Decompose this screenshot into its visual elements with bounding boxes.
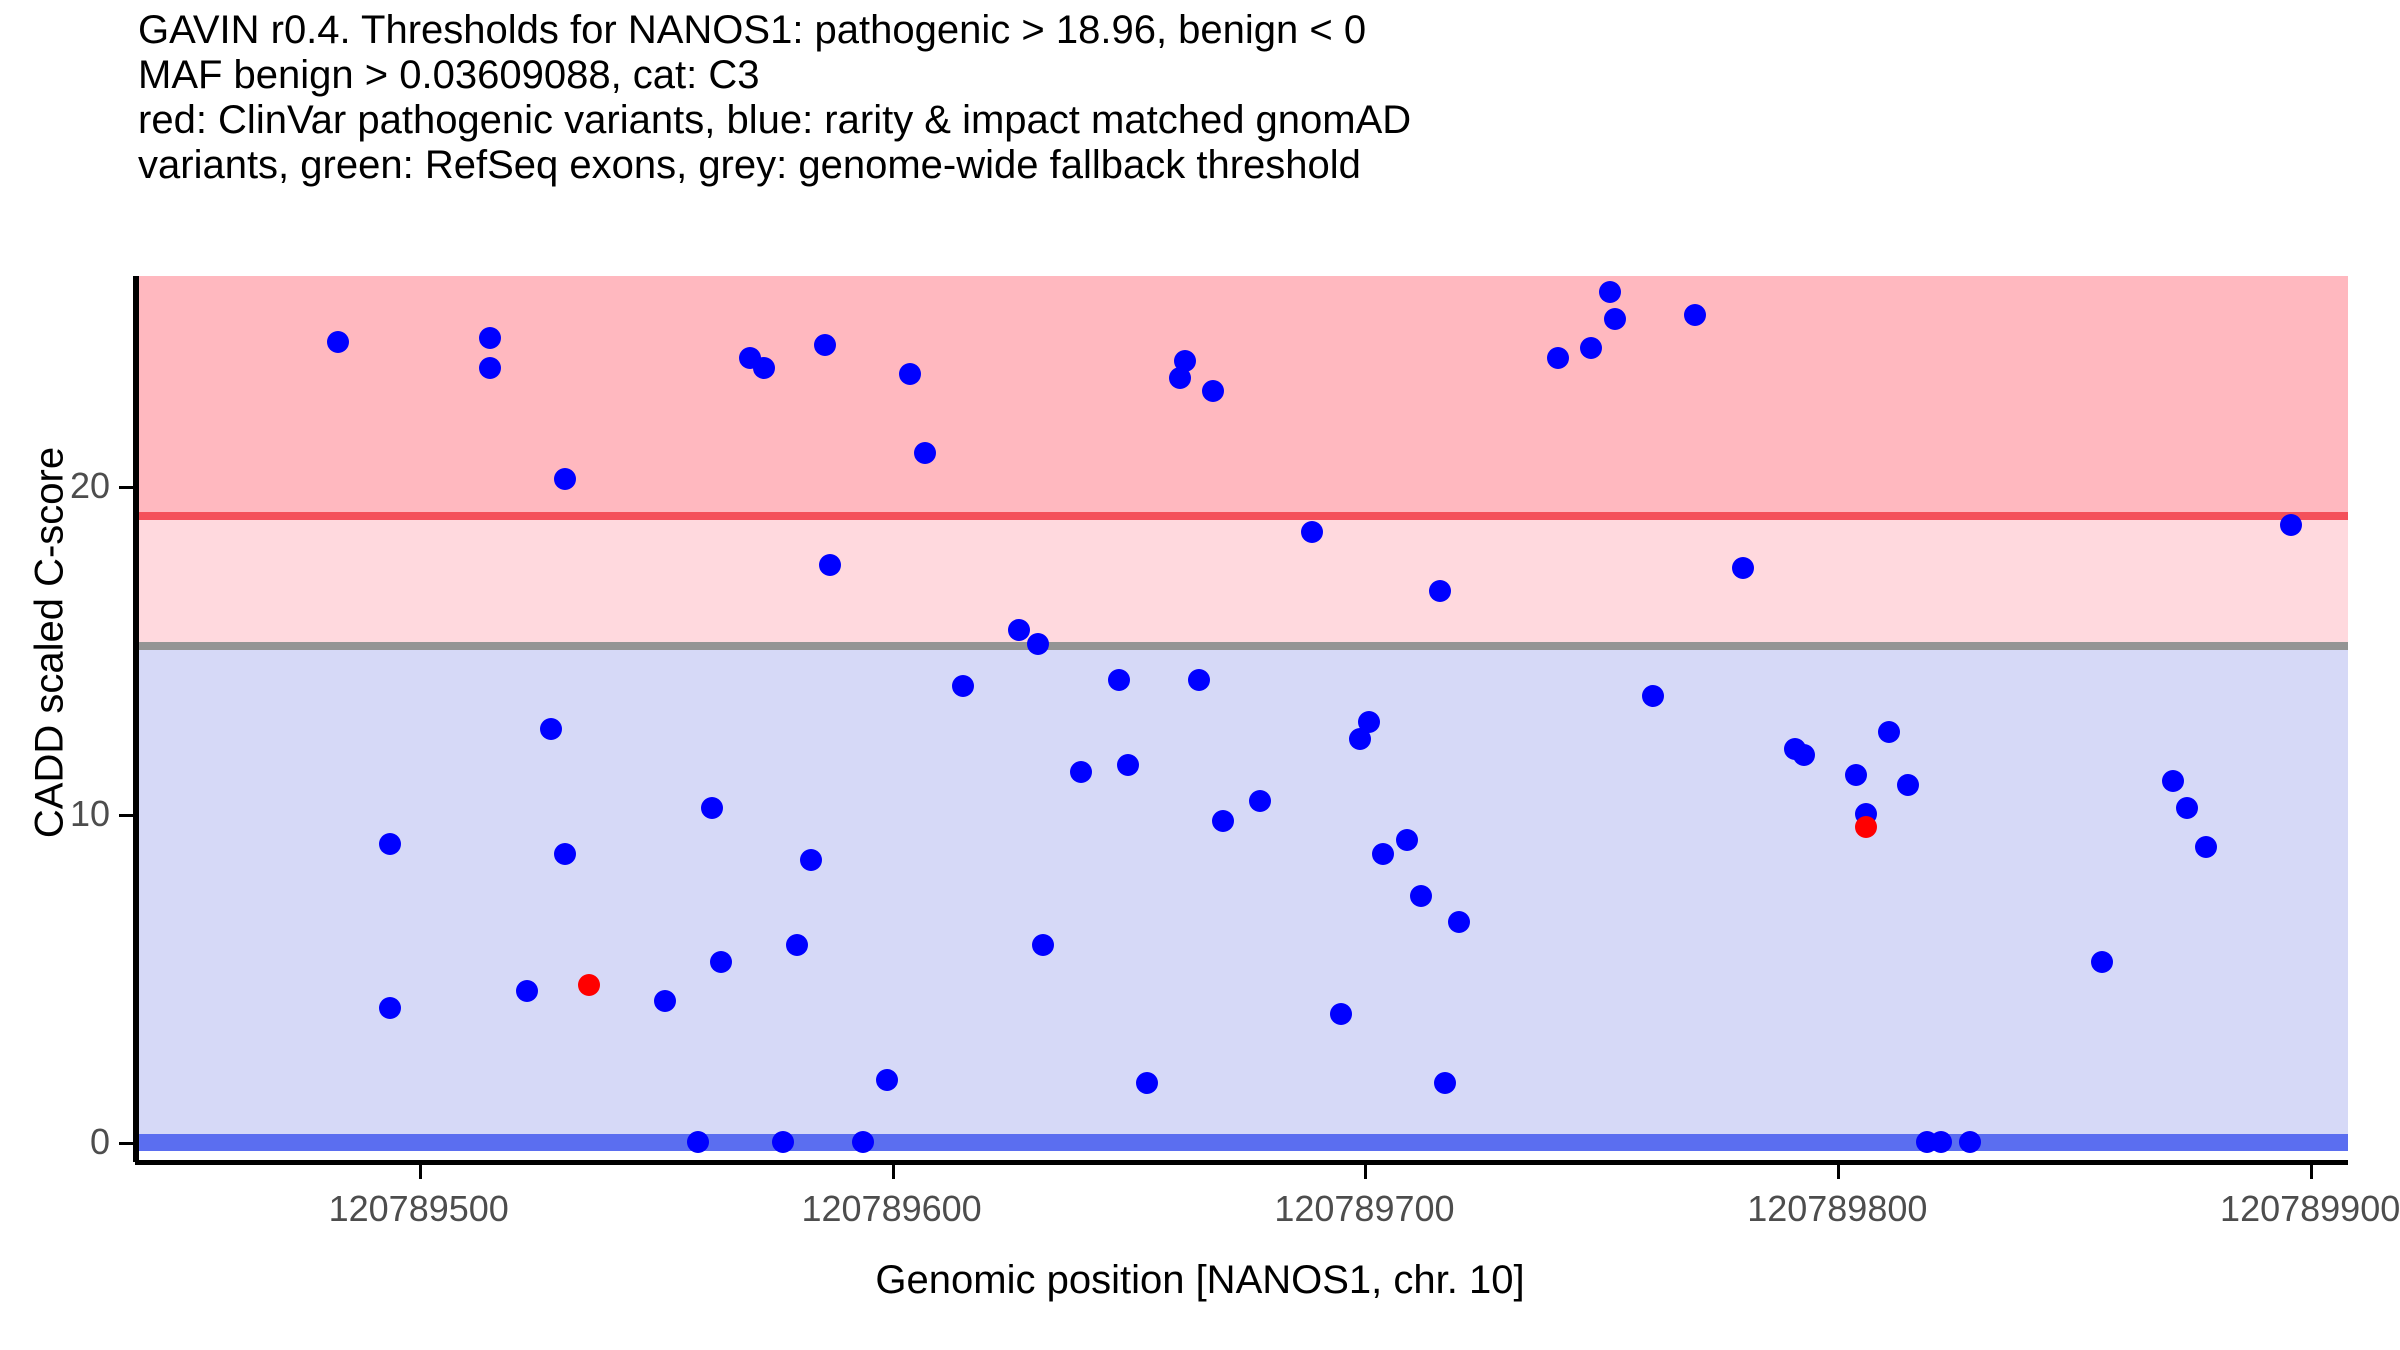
y-tick bbox=[119, 1142, 133, 1146]
data-point-gnomad bbox=[1107, 668, 1130, 691]
data-point-gnomad bbox=[1599, 281, 1622, 304]
y-tick-label: 10 bbox=[69, 793, 110, 835]
data-point-gnomad bbox=[700, 796, 723, 819]
x-tick bbox=[418, 1165, 422, 1179]
data-point-gnomad bbox=[653, 990, 676, 1013]
plot-title-line-3: red: ClinVar pathogenic variants, blue: … bbox=[138, 98, 1412, 142]
data-point-gnomad bbox=[379, 996, 402, 1019]
x-tick bbox=[1364, 1165, 1368, 1179]
data-point-gnomad bbox=[516, 980, 539, 1003]
x-tick-label: 120789900 bbox=[2220, 1188, 2400, 1229]
data-point-gnomad bbox=[1604, 307, 1627, 330]
data-point-gnomad bbox=[1031, 934, 1054, 957]
data-point-gnomad bbox=[1410, 885, 1433, 908]
benign-band bbox=[139, 650, 2348, 1143]
data-point-gnomad bbox=[771, 1131, 794, 1154]
plot-title: GAVIN r0.4. Thresholds for NANOS1: patho… bbox=[138, 8, 2338, 188]
x-tick-label: 120789500 bbox=[328, 1188, 509, 1229]
benign-threshold-line bbox=[139, 1134, 2348, 1152]
data-point-gnomad bbox=[1731, 557, 1754, 580]
data-point-gnomad bbox=[2176, 796, 2199, 819]
data-point-gnomad bbox=[2162, 770, 2185, 793]
data-point-gnomad bbox=[800, 849, 823, 872]
data-point-gnomad bbox=[852, 1131, 875, 1154]
data-point-gnomad bbox=[899, 363, 922, 386]
data-point-gnomad bbox=[554, 468, 577, 491]
data-point-gnomad bbox=[2280, 514, 2303, 537]
data-point-gnomad bbox=[710, 950, 733, 973]
data-point-gnomad bbox=[1348, 727, 1371, 750]
data-point-gnomad bbox=[1187, 668, 1210, 691]
data-point-gnomad bbox=[2091, 950, 2114, 973]
data-point-gnomad bbox=[1878, 721, 1901, 744]
data-point-gnomad bbox=[379, 832, 402, 855]
y-tick bbox=[119, 486, 133, 489]
vous-band bbox=[139, 520, 2348, 651]
data-point-clinvar bbox=[577, 973, 600, 996]
data-point-gnomad bbox=[686, 1131, 709, 1154]
data-point-gnomad bbox=[1396, 829, 1418, 852]
x-tick bbox=[1837, 1165, 1841, 1179]
x-tick-label: 120789700 bbox=[1274, 1188, 1455, 1229]
data-point-gnomad bbox=[1027, 632, 1050, 655]
data-point-gnomad bbox=[1211, 809, 1234, 832]
y-axis-title: CADD scaled C-score bbox=[27, 446, 72, 839]
data-point-gnomad bbox=[1429, 580, 1452, 603]
plot-title-line-4: variants, green: RefSeq exons, grey: gen… bbox=[138, 143, 1361, 187]
data-point-gnomad bbox=[913, 442, 936, 465]
data-point-gnomad bbox=[1173, 350, 1196, 373]
data-point-gnomad bbox=[478, 356, 501, 379]
plot-panel bbox=[135, 276, 2348, 1162]
data-point-gnomad bbox=[2195, 835, 2218, 858]
data-point-gnomad bbox=[1958, 1131, 1981, 1154]
plot-title-line-1: GAVIN r0.4. Thresholds for NANOS1: patho… bbox=[138, 8, 1367, 52]
panel-border bbox=[135, 276, 2348, 1162]
data-point-gnomad bbox=[814, 333, 837, 356]
data-point-gnomad bbox=[1135, 1072, 1158, 1095]
data-point-gnomad bbox=[540, 717, 563, 740]
data-point-gnomad bbox=[752, 356, 775, 379]
data-point-gnomad bbox=[1301, 520, 1324, 543]
data-point-gnomad bbox=[1372, 842, 1395, 865]
data-point-gnomad bbox=[1358, 711, 1381, 734]
data-point-gnomad bbox=[1069, 760, 1092, 783]
data-point-gnomad bbox=[1249, 790, 1272, 813]
x-axis-line bbox=[135, 1160, 2348, 1165]
y-tick bbox=[119, 814, 133, 818]
x-tick-label: 120789800 bbox=[1747, 1188, 1928, 1229]
data-point-gnomad bbox=[875, 1068, 898, 1091]
data-point-clinvar bbox=[1854, 816, 1877, 839]
data-point-gnomad bbox=[786, 934, 808, 957]
data-point-gnomad bbox=[327, 330, 350, 353]
x-axis-title: Genomic position [NANOS1, chr. 10] bbox=[875, 1258, 1525, 1302]
data-point-gnomad bbox=[1641, 685, 1664, 708]
data-point-gnomad bbox=[951, 675, 974, 698]
data-point-gnomad bbox=[1448, 911, 1471, 934]
y-tick-label: 20 bbox=[69, 465, 110, 506]
x-tick-label: 120789600 bbox=[801, 1188, 982, 1229]
plot-title-line-2: MAF benign > 0.03609088, cat: C3 bbox=[138, 53, 760, 97]
data-point-gnomad bbox=[1117, 753, 1139, 776]
data-point-gnomad bbox=[1897, 773, 1920, 796]
data-point-gnomad bbox=[819, 553, 842, 576]
y-tick-label: 0 bbox=[89, 1121, 110, 1163]
data-point-gnomad bbox=[1930, 1131, 1953, 1154]
data-point-gnomad bbox=[554, 842, 577, 865]
data-point-gnomad bbox=[1684, 304, 1707, 327]
data-point-gnomad bbox=[478, 327, 501, 350]
data-point-gnomad bbox=[1169, 366, 1192, 389]
data-point-gnomad bbox=[1433, 1072, 1456, 1095]
data-point-gnomad bbox=[1845, 763, 1868, 786]
x-tick bbox=[2310, 1165, 2314, 1179]
pathogenic-band bbox=[139, 276, 2348, 521]
data-point-gnomad bbox=[1008, 619, 1031, 642]
x-tick bbox=[891, 1165, 895, 1179]
data-point-gnomad bbox=[1793, 744, 1816, 767]
data-point-gnomad bbox=[1329, 1003, 1352, 1026]
data-point-gnomad bbox=[1202, 379, 1225, 402]
data-point-gnomad bbox=[1547, 347, 1570, 370]
data-point-gnomad bbox=[1580, 337, 1603, 360]
